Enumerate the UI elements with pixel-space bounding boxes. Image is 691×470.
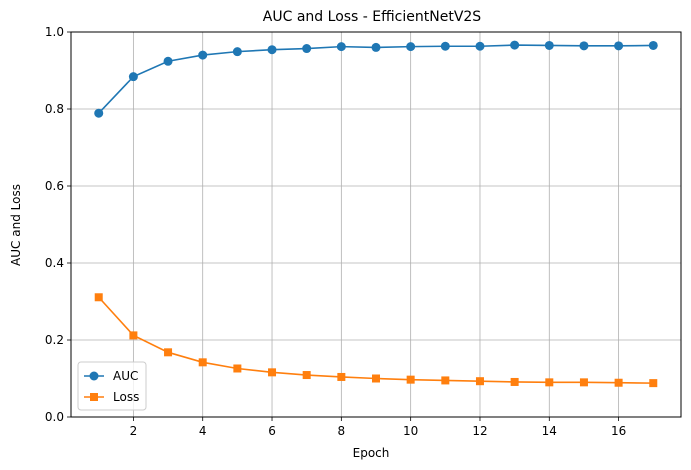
auc-point	[371, 42, 381, 52]
legend-marker-auc	[89, 371, 99, 381]
loss-point	[129, 331, 138, 340]
y-tick-label: 0.8	[45, 102, 64, 116]
auc-point	[232, 47, 242, 57]
x-tick-label: 2	[130, 424, 138, 438]
x-tick-label: 4	[199, 424, 207, 438]
x-tick-label: 8	[338, 424, 346, 438]
loss-point	[441, 376, 450, 385]
loss-point	[268, 368, 277, 377]
series-layer	[94, 40, 658, 388]
auc-point	[198, 50, 208, 60]
auc-point	[544, 40, 554, 50]
legend-label-loss: Loss	[113, 390, 139, 404]
ticks: 2 4 6 8 10 12 14 16 0.0 0.2 0.4 0.6 0.8 1.0	[45, 25, 626, 438]
x-tick-label: 14	[542, 424, 557, 438]
y-tick-label: 0.6	[45, 179, 64, 193]
y-tick-label: 0.2	[45, 333, 64, 347]
auc-point	[510, 40, 520, 50]
auc-point	[648, 40, 658, 50]
auc-point	[614, 41, 624, 51]
auc-point	[302, 44, 312, 54]
loss-point	[545, 378, 554, 387]
series-auc	[94, 40, 658, 118]
loss-point	[198, 358, 207, 367]
chart-title: AUC and Loss - EfficientNetV2S	[263, 9, 482, 25]
y-tick-label: 0.4	[45, 256, 64, 270]
auc-point	[336, 42, 346, 52]
loss-point	[372, 374, 380, 383]
x-axis-label: Epoch	[353, 446, 390, 460]
legend-label-auc: AUC	[113, 369, 138, 383]
loss-point	[649, 379, 658, 388]
legend: AUC Loss	[77, 361, 147, 411]
loss-point	[302, 371, 311, 380]
loss-point	[233, 364, 242, 373]
auc-point	[94, 108, 104, 118]
x-tick-label: 10	[403, 424, 418, 438]
auc-point	[579, 41, 589, 51]
x-tick-label: 6	[268, 424, 276, 438]
series-loss	[94, 293, 658, 388]
loss-point	[475, 377, 484, 386]
y-tick-label: 1.0	[45, 25, 64, 39]
x-tick-label: 12	[472, 424, 487, 438]
x-tick-label: 16	[611, 424, 626, 438]
auc-point	[406, 42, 416, 52]
auc-point	[475, 41, 485, 51]
auc-point	[163, 56, 173, 66]
loss-point	[510, 377, 519, 386]
auc-point	[440, 41, 450, 51]
loss-point	[337, 372, 346, 381]
legend-marker-loss	[90, 393, 98, 401]
auc-point	[267, 45, 277, 55]
loss-point	[579, 378, 588, 387]
loss-point	[406, 375, 415, 384]
loss-point	[614, 378, 623, 387]
plot-frame	[70, 31, 682, 418]
y-tick-label: 0.0	[45, 410, 64, 424]
y-axis-label: AUC and Loss	[9, 184, 23, 266]
loss-point	[164, 348, 173, 357]
loss-point	[94, 293, 103, 302]
auc-point	[128, 72, 138, 82]
